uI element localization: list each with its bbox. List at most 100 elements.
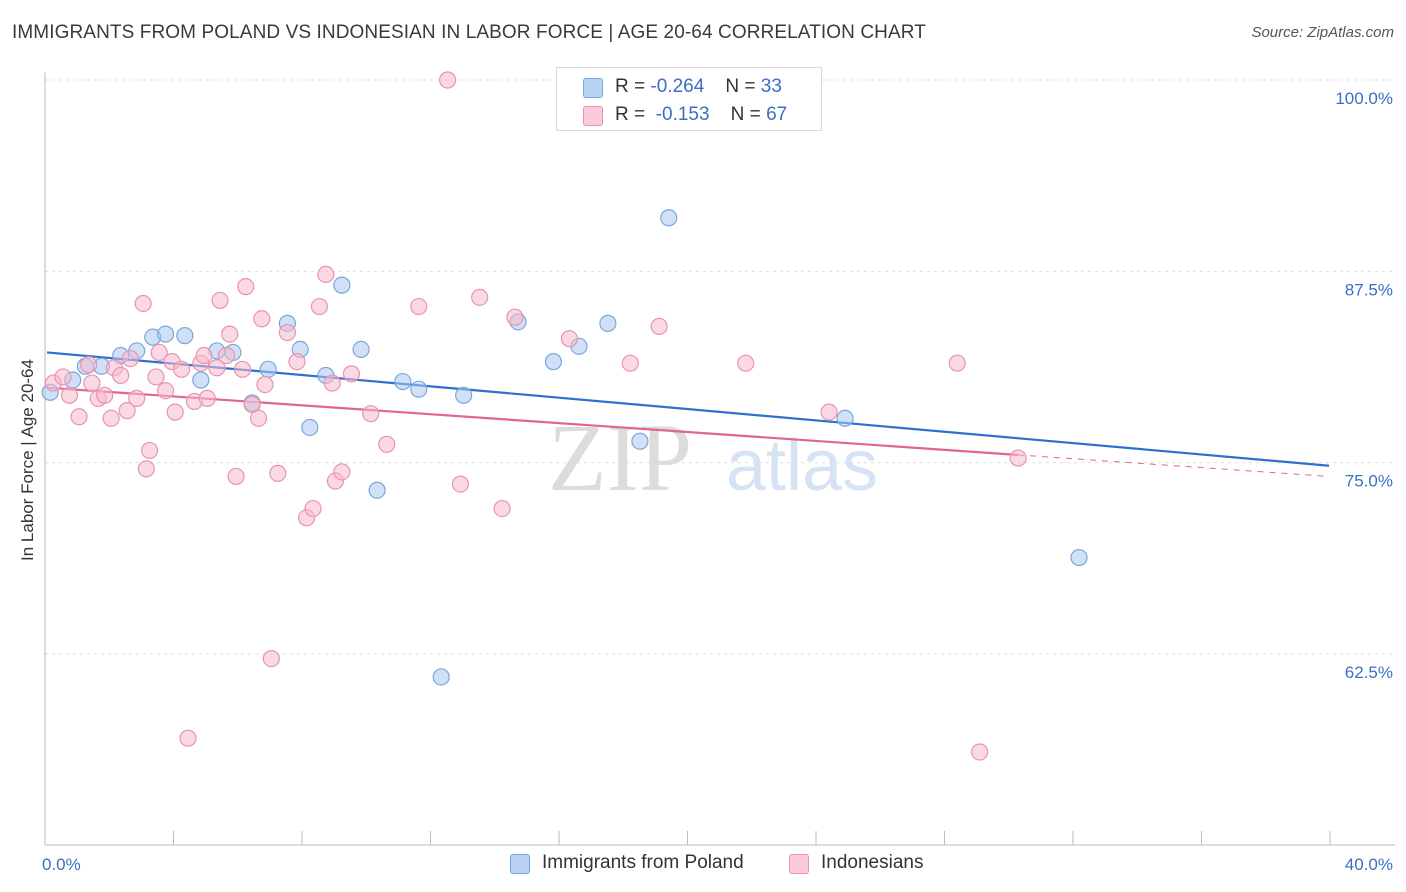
data-point-indonesian <box>560 330 579 348</box>
legend-swatch-poland <box>583 78 603 98</box>
data-point-indonesian <box>102 409 120 427</box>
data-point-indonesian <box>333 463 351 481</box>
data-point-indonesian <box>323 374 341 392</box>
data-point-poland <box>333 276 351 294</box>
legend-r-label: R = <box>615 76 646 97</box>
watermark-zip: ZIP <box>548 404 692 511</box>
data-point-poland <box>410 380 428 398</box>
data-point-indonesian <box>137 460 155 478</box>
data-point-poland <box>301 418 319 437</box>
data-point-indonesian <box>83 374 101 392</box>
data-point-indonesian <box>128 389 146 407</box>
data-point-indonesian <box>439 71 457 89</box>
data-point-poland <box>394 372 412 391</box>
data-point-poland <box>352 340 370 358</box>
legend-n-value: 33 <box>760 76 782 97</box>
legend-n-label: N = <box>730 104 761 125</box>
data-point-poland <box>455 386 473 404</box>
bottom-legend-swatch-indonesians <box>789 854 809 874</box>
correlation-legend: R = -0.264 N = 33 R = -0.153 N = 67 <box>556 67 822 131</box>
data-point-poland <box>599 314 617 332</box>
data-point-indonesian <box>278 323 296 342</box>
data-point-indonesian <box>971 743 989 761</box>
chart-title: IMMIGRANTS FROM POLAND VS INDONESIAN IN … <box>12 22 926 43</box>
bottom-legend-label-indonesians: Indonesians <box>821 852 924 873</box>
data-point-indonesian <box>166 403 184 421</box>
data-point-indonesian <box>211 291 229 310</box>
data-point-poland <box>432 668 450 686</box>
legend-n-label: N = <box>725 76 756 97</box>
data-point-indonesian <box>208 359 226 377</box>
data-point-indonesian <box>134 294 152 313</box>
data-point-indonesian <box>362 405 380 423</box>
data-point-poland <box>176 327 194 345</box>
data-point-indonesian <box>342 365 361 383</box>
legend-swatch-indonesians <box>583 106 603 126</box>
bottom-legend-label-poland: Immigrants from Poland <box>542 852 744 873</box>
x-tick-label: 40.0% <box>1345 855 1393 874</box>
data-point-indonesian <box>288 353 306 371</box>
data-point-poland <box>368 481 386 499</box>
data-point-indonesian <box>118 402 136 420</box>
data-point-poland <box>660 209 678 227</box>
data-point-indonesian <box>233 360 252 378</box>
data-point-indonesian <box>70 408 88 426</box>
data-point-indonesian <box>650 317 668 336</box>
data-point-indonesian <box>121 349 139 368</box>
data-point-indonesian <box>217 346 236 365</box>
data-point-indonesian <box>253 310 271 328</box>
data-point-indonesian <box>948 354 966 372</box>
data-point-indonesian <box>471 288 489 306</box>
data-point-indonesian <box>262 649 280 668</box>
data-point-indonesian <box>820 403 838 421</box>
data-point-indonesian <box>310 297 329 316</box>
data-point-poland <box>156 325 175 343</box>
x-tick-label: 0.0% <box>42 855 81 874</box>
data-point-indonesian <box>621 354 639 372</box>
data-point-indonesian <box>493 499 511 518</box>
data-point-indonesian <box>60 386 79 404</box>
data-point-indonesian <box>256 376 274 394</box>
data-point-poland <box>259 360 277 378</box>
data-point-indonesian <box>737 354 755 372</box>
y-axis-label: In Labor Force | Age 20-64 <box>18 359 37 561</box>
data-point-indonesian <box>156 382 175 400</box>
data-point-indonesian <box>140 441 159 460</box>
data-point-indonesian <box>147 368 165 386</box>
data-point-poland <box>631 432 649 450</box>
data-point-indonesian <box>410 297 428 316</box>
source-credit: Source: ZipAtlas.com <box>1251 24 1394 41</box>
y-tick-label: 87.5% <box>1345 280 1393 299</box>
watermark-atlas: atlas <box>726 426 878 506</box>
data-point-indonesian <box>179 729 197 747</box>
data-point-indonesian <box>237 278 255 296</box>
data-point-indonesian <box>96 386 114 404</box>
data-points <box>41 71 1088 761</box>
data-point-indonesian <box>243 395 261 414</box>
data-point-indonesian <box>198 389 216 407</box>
legend-r-value: -0.264 <box>650 76 705 97</box>
data-point-poland <box>836 409 854 427</box>
data-point-indonesian <box>221 325 239 343</box>
data-point-indonesian <box>1009 449 1027 467</box>
trend-line-dashed-indonesian <box>1018 454 1330 477</box>
data-point-indonesian <box>150 343 168 362</box>
legend-n-value: 67 <box>766 104 788 125</box>
data-point-poland <box>192 371 210 389</box>
data-point-indonesian <box>451 475 470 493</box>
bottom-legend-swatch-poland <box>510 854 530 874</box>
data-point-indonesian <box>378 435 396 453</box>
data-point-indonesian <box>269 464 287 482</box>
data-point-indonesian <box>195 346 213 365</box>
data-point-poland <box>544 353 562 371</box>
data-point-indonesian <box>54 368 72 386</box>
legend-r-value: -0.153 <box>655 104 710 125</box>
data-point-indonesian <box>304 499 322 518</box>
data-point-indonesian <box>80 356 98 374</box>
tick-labels: 62.5% 75.0% 87.5% 100.0% 0.0% 40.0% <box>42 89 1393 874</box>
y-tick-label: 100.0% <box>1335 89 1393 108</box>
data-point-poland <box>1070 548 1088 567</box>
legend-r-label: R = <box>615 104 646 125</box>
y-tick-label: 75.0% <box>1345 472 1393 491</box>
